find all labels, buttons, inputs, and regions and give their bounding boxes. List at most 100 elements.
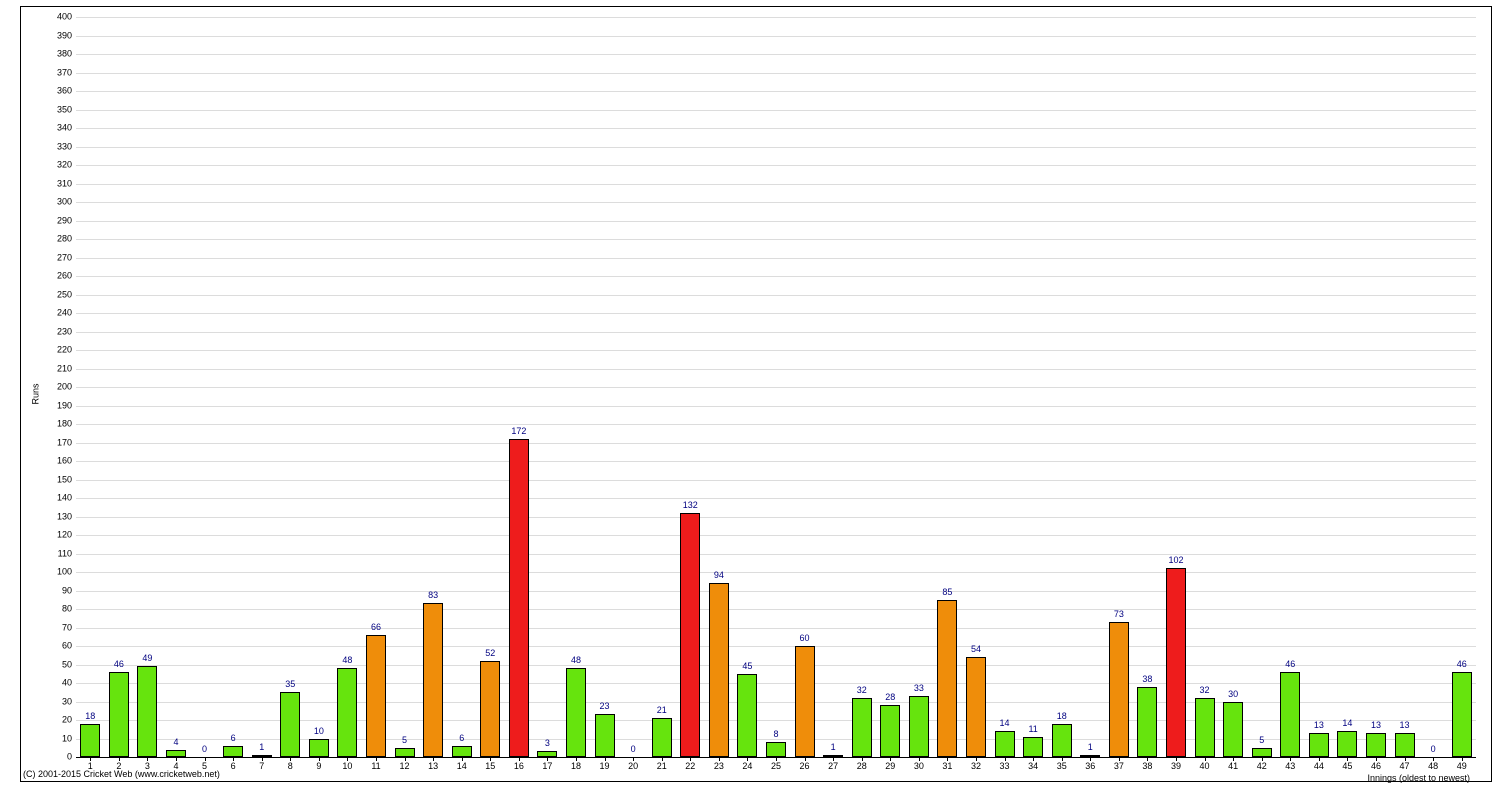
bar: [423, 603, 443, 757]
bar-value-label: 35: [278, 680, 302, 689]
bar-value-label: 32: [1193, 686, 1217, 695]
y-tick-label: 70: [32, 623, 72, 632]
bar: [1395, 733, 1415, 757]
gridline: [76, 443, 1476, 444]
x-tick-label: 35: [1052, 761, 1072, 771]
x-tick-label: 44: [1309, 761, 1329, 771]
y-tick-label: 120: [32, 531, 72, 540]
y-tick-label: 0: [32, 753, 72, 762]
bar-value-label: 48: [564, 656, 588, 665]
gridline: [76, 221, 1476, 222]
x-axis-title: Innings (oldest to newest): [1367, 773, 1470, 783]
bar-value-label: 102: [1164, 556, 1188, 565]
y-tick-label: 320: [32, 161, 72, 170]
x-tick-label: 45: [1337, 761, 1357, 771]
bar-value-label: 8: [764, 730, 788, 739]
y-tick-label: 210: [32, 364, 72, 373]
bar: [509, 439, 529, 757]
x-tick-label: 12: [395, 761, 415, 771]
y-tick-label: 280: [32, 235, 72, 244]
bar: [995, 731, 1015, 757]
bar: [566, 668, 586, 757]
bar: [480, 661, 500, 757]
bar-value-label: 172: [507, 427, 531, 436]
gridline: [76, 535, 1476, 536]
gridline: [76, 554, 1476, 555]
x-tick-label: 19: [595, 761, 615, 771]
bar: [766, 742, 786, 757]
bar: [1166, 568, 1186, 757]
bar: [966, 657, 986, 757]
x-tick-label: 15: [480, 761, 500, 771]
y-tick-label: 40: [32, 679, 72, 688]
bar: [1223, 702, 1243, 758]
gridline: [76, 276, 1476, 277]
bar: [395, 748, 415, 757]
bar: [1337, 731, 1357, 757]
bar: [452, 746, 472, 757]
bar: [1252, 748, 1272, 757]
x-tick-label: 39: [1166, 761, 1186, 771]
gridline: [76, 628, 1476, 629]
y-tick-label: 130: [32, 512, 72, 521]
x-tick-label: 11: [366, 761, 386, 771]
bar-value-label: 14: [993, 719, 1017, 728]
gridline: [76, 165, 1476, 166]
bar-value-label: 46: [1450, 660, 1474, 669]
bar: [737, 674, 757, 757]
y-tick-label: 240: [32, 309, 72, 318]
bar: [1366, 733, 1386, 757]
bar-value-label: 52: [478, 649, 502, 658]
x-tick-label: 24: [737, 761, 757, 771]
x-tick-label: 46: [1366, 761, 1386, 771]
gridline: [76, 110, 1476, 111]
bar-value-label: 21: [650, 706, 674, 715]
bar-value-label: 4: [164, 738, 188, 747]
bar: [366, 635, 386, 757]
gridline: [76, 54, 1476, 55]
bar-value-label: 73: [1107, 610, 1131, 619]
bar-value-label: 33: [907, 684, 931, 693]
gridline: [76, 424, 1476, 425]
gridline: [76, 258, 1476, 259]
gridline: [76, 184, 1476, 185]
bar: [1137, 687, 1157, 757]
y-tick-label: 270: [32, 253, 72, 262]
y-tick-label: 290: [32, 216, 72, 225]
bar-value-label: 13: [1364, 721, 1388, 730]
x-tick-label: 40: [1195, 761, 1215, 771]
bar-value-label: 45: [735, 662, 759, 671]
x-tick-label: 29: [880, 761, 900, 771]
gridline: [76, 480, 1476, 481]
x-tick-label: 30: [909, 761, 929, 771]
x-tick-label: 49: [1452, 761, 1472, 771]
y-tick-label: 370: [32, 68, 72, 77]
bar-value-label: 6: [221, 734, 245, 743]
x-tick-label: 38: [1137, 761, 1157, 771]
gridline: [76, 572, 1476, 573]
bar-value-label: 85: [935, 588, 959, 597]
bar: [795, 646, 815, 757]
bar-value-label: 38: [1135, 675, 1159, 684]
y-tick-label: 340: [32, 124, 72, 133]
bar: [223, 746, 243, 757]
bar-value-label: 1: [1078, 743, 1102, 752]
bar: [937, 600, 957, 757]
gridline: [76, 332, 1476, 333]
gridline: [76, 517, 1476, 518]
y-tick-label: 150: [32, 475, 72, 484]
gridline: [76, 591, 1476, 592]
x-tick-label: 42: [1252, 761, 1272, 771]
bar-value-label: 46: [1278, 660, 1302, 669]
bar-value-label: 48: [335, 656, 359, 665]
bar-value-label: 32: [850, 686, 874, 695]
x-tick-label: 48: [1423, 761, 1443, 771]
x-tick-label: 32: [966, 761, 986, 771]
chart-frame: Runs 01020304050607080901001101201301401…: [20, 6, 1492, 782]
y-tick-label: 360: [32, 87, 72, 96]
y-tick-label: 220: [32, 346, 72, 355]
gridline: [76, 369, 1476, 370]
gridline: [76, 17, 1476, 18]
bar-value-label: 13: [1307, 721, 1331, 730]
plot-area: 0102030405060708090100110120130140150160…: [76, 17, 1476, 757]
